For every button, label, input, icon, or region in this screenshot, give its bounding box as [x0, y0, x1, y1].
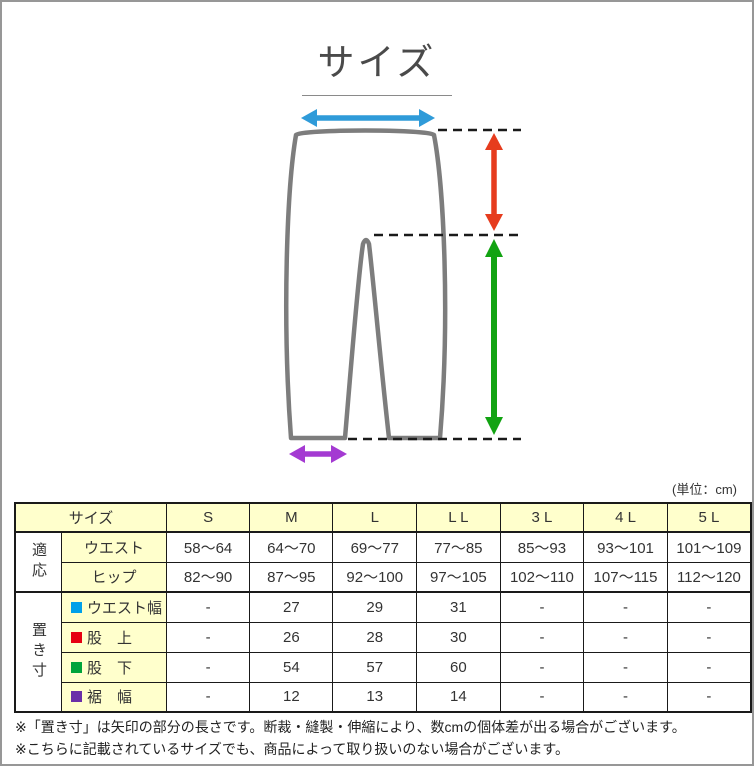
- inseam-value-m: 54: [249, 651, 334, 683]
- table-row-inseam: 股 下 - 54 57 60 - - -: [15, 651, 752, 683]
- waist-value-l: 69～77: [332, 531, 418, 563]
- rise-value-l: 28: [332, 621, 418, 653]
- hem-width-marker: [71, 691, 82, 703]
- table-row-hip: ヒップ 82～90 87～95 92～100 97～105 102～110 10…: [15, 561, 752, 593]
- rise-value-5l: -: [666, 621, 752, 653]
- rise-value-s: -: [165, 621, 251, 653]
- hem-width-value-l: 13: [332, 681, 418, 713]
- size-column-m: M: [249, 502, 334, 533]
- waist-width-value-l: 29: [332, 591, 418, 623]
- title-area: サイズ: [2, 32, 752, 96]
- inseam-value-5l: -: [666, 651, 752, 683]
- table-row-hem-width: 裾 幅 - 12 13 14 - - -: [15, 681, 752, 713]
- row-label-hem-width: 裾 幅: [61, 681, 167, 713]
- pants-outline: [284, 128, 448, 441]
- size-table: サイズ S M L L L 3 L 4 L 5 L 適応 ウエスト 58～64 …: [14, 502, 752, 713]
- hip-value-5l: 112～120: [666, 561, 752, 593]
- row-label-waist: ウエスト: [61, 531, 167, 563]
- hip-value-m: 87～95: [249, 561, 334, 593]
- hem-width-value-3l: -: [499, 681, 585, 713]
- inseam-arrow: [485, 239, 503, 435]
- waist-width-value-m: 27: [249, 591, 334, 623]
- inseam-value-l: 57: [332, 651, 418, 683]
- hip-value-ll: 97～105: [416, 561, 501, 593]
- waist-value-4l: 93～101: [583, 531, 668, 563]
- size-column-l: L: [332, 502, 418, 533]
- hem-width-value-ll: 14: [416, 681, 501, 713]
- row-label-inseam: 股 下: [61, 651, 167, 683]
- table-row-rise: 股 上 - 26 28 30 - - -: [15, 621, 752, 653]
- inseam-value-s: -: [165, 651, 251, 683]
- size-column-3l: 3 L: [499, 502, 585, 533]
- table-row-waist-width: 置き寸 ウエスト幅 - 27 29 31 - - -: [14, 591, 752, 713]
- inseam-marker: [71, 661, 82, 673]
- size-column-4l: 4 L: [583, 502, 668, 533]
- table-corner-label: サイズ: [14, 502, 167, 533]
- size-column-s: S: [165, 502, 251, 533]
- size-column-ll: L L: [416, 502, 501, 533]
- inseam-value-ll: 60: [416, 651, 501, 683]
- group-label-fit: 適応: [14, 531, 62, 593]
- inseam-value-4l: -: [583, 651, 668, 683]
- waist-width-value-s: -: [165, 591, 251, 623]
- footnotes: ※「置き寸」は矢印の部分の長さです。断裁・縫製・伸縮により、数cmの個体差が出る…: [15, 716, 745, 760]
- page-title: サイズ: [301, 32, 453, 96]
- hem-width-value-m: 12: [249, 681, 334, 713]
- table-header-row: サイズ S M L L L 3 L 4 L 5 L: [14, 502, 752, 533]
- note-line-1: ※「置き寸」は矢印の部分の長さです。断裁・縫製・伸縮により、数cmの個体差が出る…: [15, 719, 686, 735]
- hip-value-l: 92～100: [332, 561, 418, 593]
- rise-arrow: [485, 133, 503, 231]
- waist-width-arrow: [301, 109, 435, 127]
- row-label-waist-width: ウエスト幅: [61, 591, 167, 623]
- hem-width-value-4l: -: [583, 681, 668, 713]
- hem-width-value-s: -: [165, 681, 251, 713]
- rise-marker: [71, 631, 82, 643]
- waist-width-marker: [71, 601, 82, 613]
- hip-value-4l: 107～115: [583, 561, 668, 593]
- note-line-2: ※こちらに記載されているサイズでも、商品によって取り扱いのない場合がございます。: [15, 741, 569, 757]
- waist-value-5l: 101～109: [666, 531, 752, 563]
- inseam-value-3l: -: [499, 651, 585, 683]
- row-label-hip: ヒップ: [61, 561, 167, 593]
- unit-label: (単位：cm): [672, 482, 737, 497]
- waist-value-m: 64～70: [249, 531, 334, 563]
- hip-value-3l: 102～110: [499, 561, 585, 593]
- group-label-laid-measure: 置き寸: [14, 591, 62, 713]
- table-row-waist: 適応 ウエスト 58～64 64～70 69～77 77～85 85～93 93…: [14, 531, 752, 593]
- hem-width-value-5l: -: [666, 681, 752, 713]
- row-label-rise: 股 上: [61, 621, 167, 653]
- waist-value-s: 58～64: [165, 531, 251, 563]
- pants-diagram: [284, 109, 521, 463]
- rise-value-4l: -: [583, 621, 668, 653]
- hip-value-s: 82～90: [165, 561, 251, 593]
- waist-width-value-5l: -: [666, 591, 752, 623]
- waist-value-3l: 85～93: [499, 531, 585, 563]
- waist-width-value-ll: 31: [416, 591, 501, 623]
- rise-value-ll: 30: [416, 621, 501, 653]
- size-column-5l: 5 L: [666, 502, 752, 533]
- hem-width-arrow: [289, 445, 347, 463]
- waist-value-ll: 77～85: [416, 531, 501, 563]
- waist-width-value-3l: -: [499, 591, 585, 623]
- rise-value-3l: -: [499, 621, 585, 653]
- waist-width-value-4l: -: [583, 591, 668, 623]
- rise-value-m: 26: [249, 621, 334, 653]
